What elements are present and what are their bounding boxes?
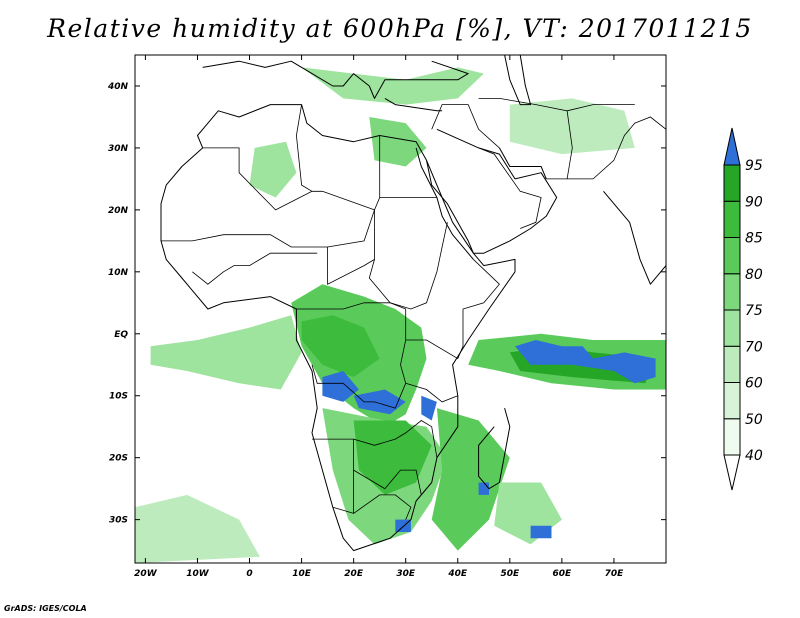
coast-red-sea-west bbox=[415, 147, 474, 260]
field-equatorial-africa-core bbox=[301, 315, 380, 378]
border-arabia-inner bbox=[478, 147, 542, 229]
coast-africa bbox=[160, 104, 516, 552]
lon-tick-label: 40E bbox=[447, 569, 468, 579]
coast-europe bbox=[202, 60, 469, 99]
colorbar-label: 70 bbox=[745, 339, 763, 355]
coast-caspian bbox=[504, 55, 532, 106]
colorbar-under-arrow bbox=[723, 454, 741, 491]
colorbar-label: 60 bbox=[745, 376, 763, 392]
colorbar-box bbox=[723, 418, 741, 456]
chart-title: Relative humidity at 600hPa [%], VT: 201… bbox=[47, 14, 753, 43]
blue-zambia-blue bbox=[353, 389, 406, 415]
border-west-africa bbox=[192, 252, 318, 285]
colorbar-box bbox=[723, 382, 741, 420]
colorbar-label: 90 bbox=[745, 194, 763, 210]
border-south-lines bbox=[332, 439, 355, 514]
colorbar-label: 50 bbox=[745, 412, 763, 428]
colorbar-box bbox=[723, 345, 741, 383]
blue-congo-blue bbox=[322, 371, 359, 402]
border-east bbox=[405, 259, 500, 360]
blue-malawi-blue bbox=[421, 395, 437, 421]
field-southwest-atlantic bbox=[135, 494, 260, 563]
lat-tick-label: EQ bbox=[114, 330, 128, 340]
colorbar-label: 40 bbox=[745, 448, 763, 464]
lon-tick-label: 60E bbox=[553, 569, 573, 579]
border-chad-car bbox=[327, 247, 375, 285]
lat-tick-label: 20S bbox=[109, 454, 128, 464]
field-mediterranean bbox=[301, 67, 484, 105]
saturated-patches bbox=[322, 340, 656, 539]
lat-tick-label: 40N bbox=[107, 82, 129, 92]
colorbar-label: 75 bbox=[745, 303, 763, 319]
border-pak-india bbox=[567, 116, 666, 180]
lat-tick-label: 10N bbox=[108, 268, 129, 278]
border-central bbox=[296, 302, 407, 365]
colorbar-box bbox=[723, 309, 741, 347]
coast-persian-gulf bbox=[498, 147, 547, 180]
lon-tick-label: 10E bbox=[292, 569, 312, 579]
border-sudan bbox=[368, 209, 448, 310]
lat-tick-label: 30S bbox=[109, 516, 128, 526]
blue-madagascar-blue bbox=[478, 482, 489, 495]
blue-southern-ocean-blue bbox=[530, 525, 552, 539]
border-afghan bbox=[567, 104, 635, 112]
colorbar-label: 80 bbox=[745, 267, 763, 283]
field-arabia-north bbox=[509, 98, 635, 155]
border-middle-east bbox=[431, 104, 500, 149]
lon-tick-label: 10W bbox=[186, 569, 210, 579]
lat-tick-label: 30N bbox=[108, 144, 129, 154]
blue-ocean-blue bbox=[515, 340, 656, 384]
border-sahel bbox=[161, 209, 375, 248]
colorbar: 40 50 60 70 75 80 85 90 95 bbox=[723, 127, 763, 491]
colorbar-box bbox=[723, 164, 741, 202]
axis-ticks: 20W 10W 0 10E 20E 30E 40E 50E 60E 70E 40N 30N 20N 10N… bbox=[107, 55, 666, 579]
lon-tick-label: 20E bbox=[344, 569, 364, 579]
coast-india bbox=[603, 190, 666, 285]
lon-tick-label: 50E bbox=[500, 569, 520, 579]
field-east-med-cluster bbox=[369, 117, 427, 167]
border-n-africa-2 bbox=[295, 104, 313, 192]
lon-tick-label: 70E bbox=[605, 569, 625, 579]
country-borders bbox=[161, 98, 666, 520]
border-southern bbox=[312, 420, 438, 458]
border-congo bbox=[311, 364, 407, 409]
field-mozambique-channel bbox=[431, 408, 510, 551]
field-southern-africa-core bbox=[353, 420, 432, 495]
border-tanzania bbox=[405, 382, 458, 403]
colorbar-box bbox=[723, 273, 741, 311]
lon-tick-label: 30E bbox=[396, 569, 416, 579]
coastlines bbox=[160, 55, 666, 552]
colorbar-label: 85 bbox=[745, 231, 763, 247]
coast-madagascar bbox=[478, 407, 511, 490]
coast-arabia bbox=[426, 128, 558, 254]
colorbar-over-arrow bbox=[723, 127, 741, 166]
colorbar-box bbox=[723, 200, 741, 238]
lat-tick-label: 20N bbox=[108, 206, 129, 216]
colorbar-box bbox=[723, 237, 741, 275]
lat-tick-label: 10S bbox=[109, 392, 128, 402]
lon-tick-label: 20W bbox=[134, 569, 158, 579]
grads-credit: GrADS: IGES/COLA bbox=[4, 604, 87, 613]
border-south-sa bbox=[353, 494, 412, 520]
field-north-africa-patch bbox=[249, 141, 297, 198]
field-gulf-of-guinea bbox=[150, 315, 302, 390]
lon-tick-label: 0 bbox=[246, 569, 252, 579]
colorbar-label: 95 bbox=[745, 158, 763, 174]
border-south-mid bbox=[353, 469, 422, 495]
plot-frame bbox=[134, 54, 667, 564]
